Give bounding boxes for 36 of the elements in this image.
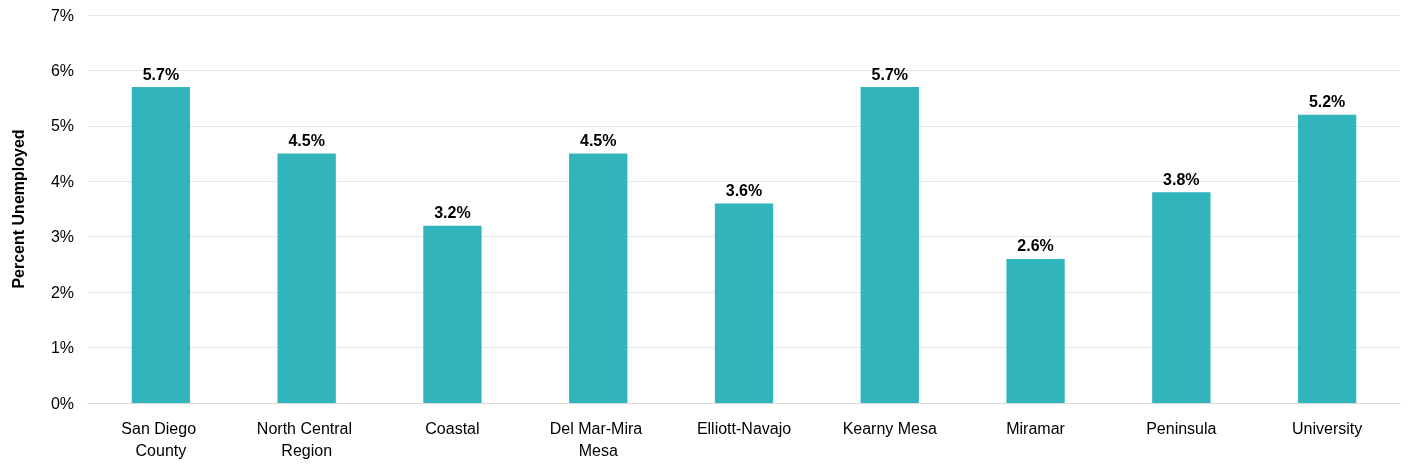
data-label: 3.6% (725, 181, 763, 199)
y-tick-label: 4% (50, 172, 74, 190)
data-label: 4.5% (579, 132, 617, 150)
bar (714, 203, 774, 403)
y-tick-label: 2% (50, 283, 74, 301)
y-tick-label: 0% (50, 394, 74, 412)
bar (1152, 192, 1211, 403)
y-tick-label: 6% (50, 61, 74, 79)
y-tick-label: 1% (50, 339, 74, 357)
bar (423, 225, 482, 403)
y-tick-label: 7% (50, 6, 74, 24)
x-tick-label: Elliott-Navajo (696, 419, 792, 437)
data-label: 5.7% (871, 65, 909, 83)
y-tick-label: 3% (50, 228, 74, 246)
y-tick-label: 5% (50, 117, 74, 135)
x-tick-label: University (1291, 419, 1363, 437)
data-label: 3.2% (434, 204, 471, 222)
bar (277, 153, 336, 403)
y-axis-title: Percent Unemployed (9, 129, 27, 289)
data-label: 4.5% (288, 132, 325, 150)
data-label: 2.6% (1017, 237, 1054, 255)
data-label: 3.8% (1163, 170, 1200, 188)
bar (1297, 114, 1357, 403)
data-label: 5.2% (1308, 93, 1346, 111)
bar (569, 153, 628, 403)
bar (131, 87, 191, 403)
x-tick-label: Coastal (425, 419, 480, 437)
x-tick-label: Kearny Mesa (842, 419, 938, 437)
bar (860, 87, 919, 403)
x-tick-label: San Diego County (121, 419, 201, 459)
data-label: 5.7% (142, 65, 180, 83)
x-tick-label: Peninsula (1146, 419, 1217, 437)
bar (1006, 258, 1065, 403)
x-tick-label: Miramar (1006, 419, 1066, 437)
x-tick-label: North Central Region (256, 419, 357, 459)
x-tick-label: Del Mar-Mira Mesa (549, 419, 647, 459)
